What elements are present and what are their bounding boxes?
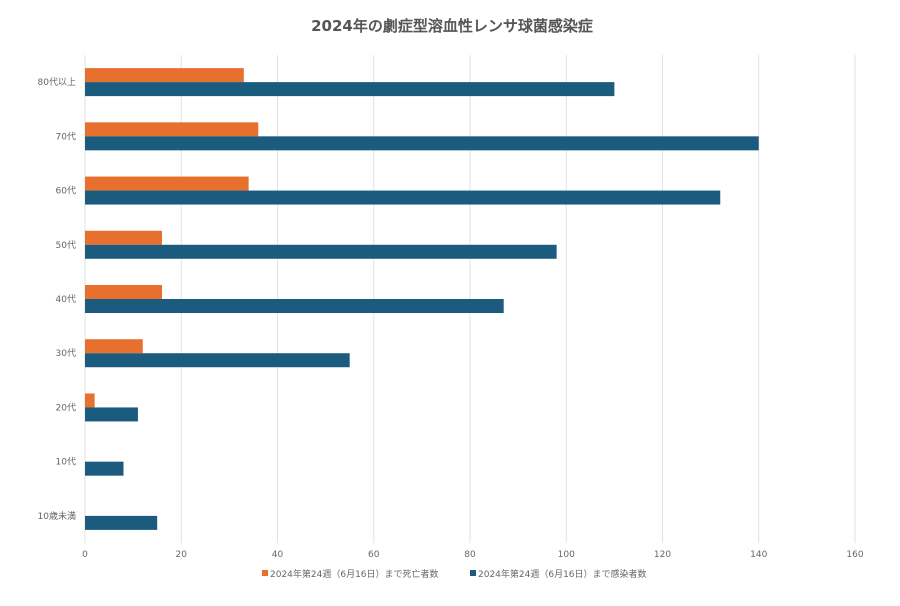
y-tick-label: 30代	[56, 348, 76, 359]
legend-swatch	[262, 570, 268, 576]
x-tick-label: 60	[368, 550, 380, 560]
bar-deaths	[85, 339, 143, 354]
y-tick-label: 10代	[56, 457, 76, 468]
bar-deaths	[85, 285, 162, 299]
bar-infections	[85, 82, 615, 97]
legend-label: 2024年第24週（6月16日）まで感染者数	[478, 568, 647, 580]
bar-infections	[85, 299, 504, 313]
x-tick-label: 120	[654, 550, 671, 560]
bar-infections	[85, 407, 138, 422]
legend-label: 2024年第24週（6月16日）まで死亡者数	[270, 568, 439, 580]
bar-infections	[85, 190, 721, 205]
bar-deaths	[85, 393, 95, 408]
bar-infections	[85, 461, 124, 476]
bar-deaths	[85, 68, 244, 83]
y-tick-label: 40代	[56, 294, 76, 305]
y-tick-label: 70代	[56, 131, 76, 142]
y-tick-label: 50代	[56, 240, 76, 251]
x-tick-label: 160	[846, 550, 863, 560]
bar-infections	[85, 244, 557, 259]
y-tick-label: 20代	[56, 402, 76, 413]
x-tick-label: 20	[176, 550, 188, 560]
bar-infections	[85, 515, 158, 530]
chart-title: 2024年の劇症型溶血性レンサ球菌感染症	[311, 17, 593, 35]
bar-deaths	[85, 230, 162, 245]
x-tick-label: 80	[464, 550, 476, 560]
bar-infections	[85, 353, 350, 368]
legend-swatch	[470, 570, 476, 576]
y-tick-label: 60代	[56, 186, 76, 197]
bar-infections	[85, 136, 759, 151]
y-tick-label: 10歳未満	[38, 510, 76, 522]
x-tick-label: 140	[750, 550, 767, 560]
x-tick-label: 100	[558, 550, 575, 560]
y-tick-label: 80代以上	[38, 77, 76, 88]
bar-deaths	[85, 176, 249, 191]
bar-deaths	[85, 122, 259, 137]
x-tick-label: 40	[272, 550, 284, 560]
x-tick-label: 0	[82, 550, 88, 560]
